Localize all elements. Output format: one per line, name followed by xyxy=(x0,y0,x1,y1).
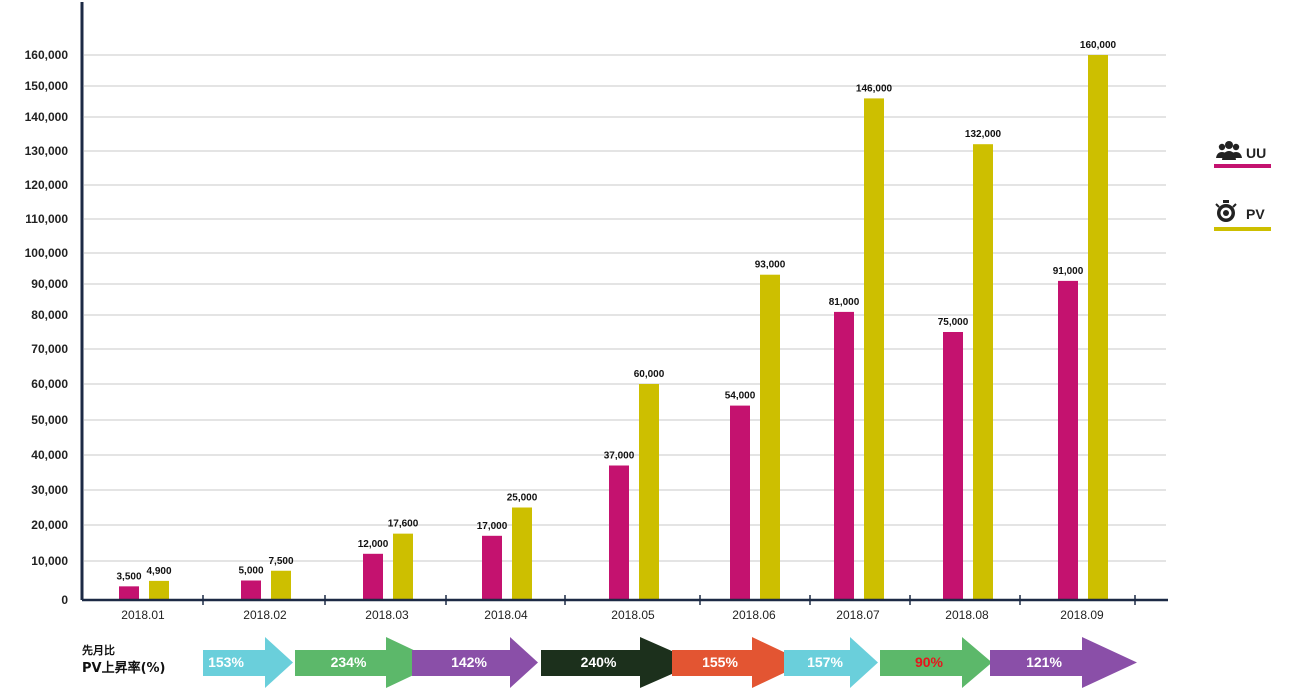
bar-value-label: 3,500 xyxy=(116,571,141,582)
y-tick-label: 70,000 xyxy=(31,342,68,356)
bar-uu xyxy=(241,580,261,600)
y-tick-label: 140,000 xyxy=(25,110,69,124)
bar-uu xyxy=(482,535,502,600)
legend-label-pv: PV xyxy=(1246,206,1265,222)
bar-value-label: 5,000 xyxy=(238,566,263,577)
legend-label-uu: UU xyxy=(1246,145,1266,161)
bar-pv xyxy=(760,274,780,600)
x-category-label: 2018.01 xyxy=(121,608,165,622)
bar-value-label: 75,000 xyxy=(938,317,969,328)
bar-pv xyxy=(973,144,993,600)
users-icon xyxy=(1216,141,1242,160)
x-category-label: 2018.04 xyxy=(484,608,528,622)
ratio-arrow-label: 234% xyxy=(331,654,367,670)
x-category-label: 2018.05 xyxy=(611,608,655,622)
bar-value-label: 54,000 xyxy=(725,391,756,402)
y-tick-label: 10,000 xyxy=(31,554,68,568)
y-tick-label: 100,000 xyxy=(25,246,69,260)
x-category-label: 2018.02 xyxy=(243,608,287,622)
ratio-arrow-label: 90% xyxy=(915,654,944,670)
ratio-arrow-label: 155% xyxy=(702,654,738,670)
legend-swatch-pv xyxy=(1214,227,1271,231)
bar-pv xyxy=(639,384,659,600)
ratio-title-line2: PV上昇率(%) xyxy=(82,660,166,676)
bar-pv xyxy=(393,533,413,600)
ratio-arrow-label: 121% xyxy=(1026,654,1062,670)
x-category-label: 2018.08 xyxy=(945,608,989,622)
bar-pv xyxy=(271,570,291,600)
bar-uu xyxy=(834,311,854,600)
ratio-arrow xyxy=(880,637,992,688)
y-tick-label: 30,000 xyxy=(31,483,68,497)
bar-value-label: 25,000 xyxy=(507,493,538,504)
x-category-label: 2018.06 xyxy=(732,608,776,622)
y-tick-label: 40,000 xyxy=(31,448,68,462)
y-tick-label: 150,000 xyxy=(25,79,69,93)
bar-value-label: 91,000 xyxy=(1053,266,1084,277)
y-tick-label: 120,000 xyxy=(25,178,69,192)
bar-value-label: 60,000 xyxy=(634,369,665,380)
bar-value-label: 160,000 xyxy=(1080,40,1117,51)
legend-item-pv: PV xyxy=(1214,200,1271,231)
x-category-label: 2018.03 xyxy=(365,608,409,622)
ratio-arrow xyxy=(672,637,806,688)
ratio-arrow xyxy=(295,637,440,688)
y-tick-label: 0 xyxy=(61,593,68,607)
ratio-arrow xyxy=(203,637,293,688)
ratio-arrow xyxy=(541,637,698,688)
y-tick-label: 130,000 xyxy=(25,144,69,158)
bar-value-label: 12,000 xyxy=(358,539,389,550)
bar-uu xyxy=(730,405,750,600)
bar-value-label: 7,500 xyxy=(268,556,293,567)
ratio-arrow-label: 142% xyxy=(451,654,487,670)
ratio-title-line1: 先月比 xyxy=(82,643,115,657)
bar-uu xyxy=(609,465,629,600)
bar-value-label: 17,600 xyxy=(388,519,419,530)
y-tick-label: 80,000 xyxy=(31,308,68,322)
bar-pv xyxy=(512,507,532,600)
ratio-arrow-label: 157% xyxy=(807,654,843,670)
bar-value-label: 146,000 xyxy=(856,83,893,94)
legend-swatch-uu xyxy=(1214,164,1271,168)
ratio-arrow xyxy=(784,637,878,688)
x-category-label: 2018.07 xyxy=(836,608,880,622)
bar-uu xyxy=(1058,280,1078,600)
y-tick-label: 60,000 xyxy=(31,377,68,391)
bar-value-label: 17,000 xyxy=(477,521,508,532)
ratio-row-title: 先月比 PV上昇率(%) xyxy=(82,643,166,676)
x-category-label: 2018.09 xyxy=(1060,608,1104,622)
ratio-arrow-label: 240% xyxy=(581,654,617,670)
bar-pv xyxy=(149,580,169,600)
y-tick-label: 160,000 xyxy=(25,48,69,62)
bar-pv xyxy=(864,98,884,601)
legend: UU PV xyxy=(1214,141,1271,231)
bar-pv xyxy=(1088,55,1108,600)
bar-value-label: 81,000 xyxy=(829,297,860,308)
bar-value-label: 37,000 xyxy=(604,451,635,462)
y-axis-ticks: 0 10,000 20,000 30,000 40,000 50,000 60,000 70,… xyxy=(25,48,69,607)
bar-value-label: 93,000 xyxy=(755,260,786,271)
y-tick-label: 50,000 xyxy=(31,413,68,427)
bar-value-labels: 3,500 5,000 12,000 17,000 37,000 54,000 81,000… xyxy=(116,40,1116,582)
y-tick-label: 20,000 xyxy=(31,518,68,532)
bar-value-label: 132,000 xyxy=(965,129,1002,140)
bars xyxy=(119,55,1108,601)
y-tick-label: 110,000 xyxy=(25,212,68,226)
bar-value-label: 4,900 xyxy=(146,566,171,577)
ratio-arrow xyxy=(990,637,1137,688)
bar-uu xyxy=(943,332,963,600)
y-tick-label: 90,000 xyxy=(31,277,68,291)
ratio-arrow xyxy=(412,637,538,688)
x-axis-categories: 2018.01 2018.02 2018.03 2018.04 2018.05 2018.… xyxy=(121,595,1136,622)
ratio-arrow-label: 153% xyxy=(208,654,244,670)
legend-item-uu: UU xyxy=(1214,141,1271,168)
bar-uu xyxy=(119,586,139,600)
ratio-arrows: 153% 234% 142% 240% 155% 157% 90% 121% xyxy=(203,637,1137,688)
bar-uu xyxy=(363,553,383,600)
stopwatch-icon xyxy=(1215,200,1237,222)
